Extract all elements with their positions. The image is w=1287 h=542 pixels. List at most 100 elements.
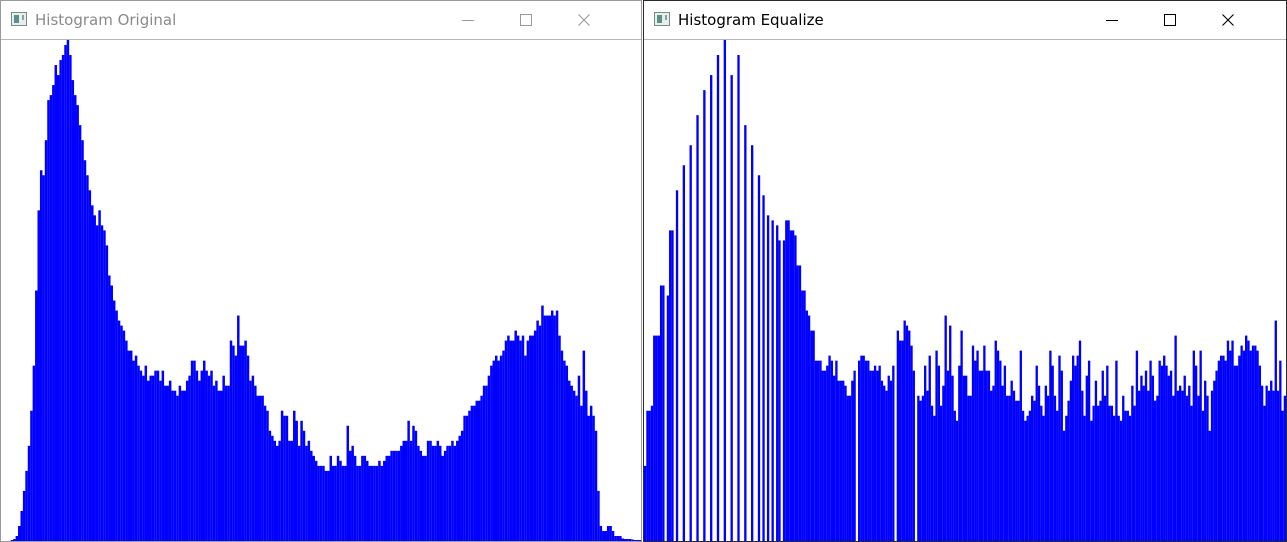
histogram-bar [232, 345, 235, 541]
histogram-bar [117, 320, 121, 541]
histogram-bar [794, 235, 797, 541]
histogram-bar [832, 375, 836, 541]
histogram-bar [222, 375, 225, 541]
histogram-bar [183, 390, 186, 541]
histogram-bar [193, 360, 196, 541]
histogram-bar [978, 370, 981, 541]
histogram-bar [293, 410, 296, 541]
histogram-bar [341, 465, 345, 541]
histogram-bar [312, 455, 315, 541]
histogram-bar [1176, 390, 1180, 541]
histogram-bar [74, 95, 77, 541]
histogram-bar [942, 385, 945, 541]
maximize-button[interactable] [497, 1, 555, 39]
histogram-bar [322, 465, 325, 541]
histogram-bar [696, 115, 699, 541]
histogram-bar [1090, 420, 1093, 541]
histogram-bar [1049, 350, 1052, 541]
histogram-bar [1001, 385, 1004, 541]
histogram-bar [789, 230, 793, 541]
histogram-bar [1149, 360, 1152, 541]
histogram-bar [1106, 365, 1109, 541]
histogram-bar [876, 370, 879, 541]
histogram-bar [548, 315, 552, 541]
histogram-bar [200, 370, 204, 541]
histogram-bar [512, 340, 515, 541]
title-bar[interactable]: Histogram Equalize [644, 1, 1286, 40]
histogram-bar [860, 355, 863, 541]
histogram-bar [385, 455, 388, 541]
histogram-bar [142, 375, 145, 541]
histogram-bar [1281, 410, 1284, 541]
minimize-button[interactable] [1083, 1, 1141, 39]
title-bar[interactable]: Histogram Original [1, 1, 641, 40]
histogram-bar [161, 370, 165, 541]
histogram-bar [757, 175, 761, 541]
histogram-bar [910, 345, 913, 541]
histogram-bar [470, 405, 474, 541]
histogram-bar [1158, 360, 1161, 541]
histogram-bar [883, 385, 886, 541]
histogram-bar [1179, 385, 1182, 541]
histogram-bar [202, 360, 206, 541]
histogram-bar [878, 365, 881, 541]
histogram-bar [1076, 355, 1079, 541]
histogram-bar [636, 540, 639, 541]
close-button[interactable] [555, 1, 613, 39]
histogram-bar [317, 465, 320, 541]
histogram-bar [81, 140, 84, 541]
histogram-bar [30, 410, 33, 541]
minimize-icon [462, 20, 474, 21]
histogram-bar [336, 455, 340, 541]
histogram-bar [1115, 360, 1118, 541]
histogram-bar [346, 425, 350, 541]
histogram-bar [95, 225, 99, 541]
close-button[interactable] [1199, 1, 1257, 39]
histogram-bar [1249, 350, 1252, 541]
histogram-bar [1046, 395, 1050, 541]
histogram-bar [363, 455, 367, 541]
histogram-bar [147, 380, 150, 541]
histogram-bar [1144, 370, 1148, 541]
histogram-bar [623, 539, 627, 541]
histogram-bar [497, 360, 500, 541]
histogram-bar [244, 340, 247, 541]
histogram-bar [924, 365, 927, 541]
histogram-bar [626, 539, 629, 541]
histogram-bar [817, 360, 820, 541]
minimize-button[interactable] [439, 1, 497, 39]
histogram-bar [154, 370, 157, 541]
histogram-bar [1135, 350, 1139, 541]
histogram-bar [1208, 430, 1211, 541]
histogram-bar [1058, 355, 1061, 541]
histogram-bar [983, 345, 986, 541]
histogram-bar [426, 440, 430, 541]
histogram-bar [20, 510, 23, 541]
histogram-bar [519, 340, 522, 541]
maximize-button[interactable] [1141, 1, 1199, 39]
histogram-bar [1272, 390, 1275, 541]
histogram-bar [1270, 380, 1273, 541]
histogram-bar [628, 539, 632, 541]
window-title: Histogram Original [35, 11, 177, 29]
histogram-bar [653, 335, 656, 541]
histogram-bar [1103, 395, 1107, 541]
histogram-bar [215, 380, 218, 541]
histogram-bar [1183, 375, 1186, 541]
histogram-bar [926, 390, 929, 541]
histogram-bar [644, 465, 647, 541]
histogram-bar [810, 330, 813, 541]
histogram-bar [129, 350, 133, 541]
histogram-bar [443, 450, 447, 541]
histogram-bar [327, 470, 330, 541]
histogram-bar [434, 445, 437, 541]
histogram-bar [1031, 395, 1034, 541]
histogram-bar [949, 325, 952, 541]
histogram-bar [905, 325, 909, 541]
histogram-bar [807, 315, 811, 541]
histogram-bar [39, 170, 43, 541]
histogram-bar [477, 400, 481, 541]
histogram-bar [563, 360, 566, 541]
histogram-bar [898, 340, 902, 541]
histogram-bar [655, 335, 658, 541]
